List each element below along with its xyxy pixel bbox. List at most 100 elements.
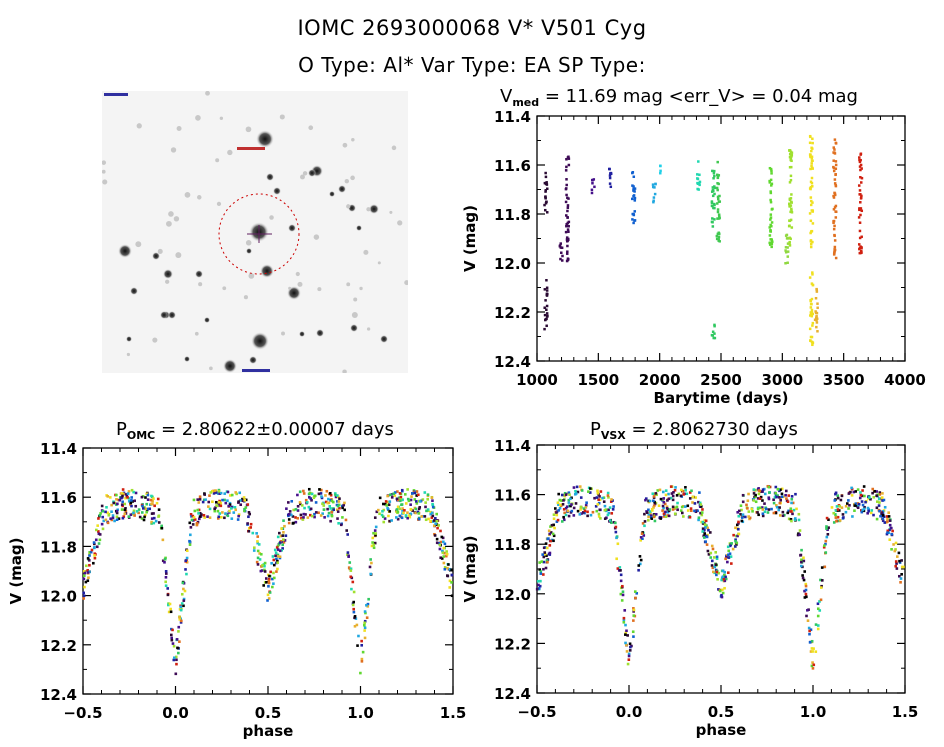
data-point [892,543,895,546]
data-point [877,497,881,501]
data-point [860,500,864,503]
data-point [615,557,618,561]
data-point [820,566,824,569]
data-point [833,248,836,251]
data-point [894,564,898,568]
data-point [307,487,311,491]
data-point [545,278,548,282]
data-point [786,246,789,249]
data-point [539,572,543,575]
data-point [272,558,276,562]
series-seg12 [768,166,774,249]
data-point [716,160,719,164]
data-point [737,514,741,518]
data-point [631,630,635,634]
data-point [342,503,346,507]
data-point [386,500,389,504]
data-point [82,594,86,598]
data-point [356,644,359,647]
data-point [664,493,668,497]
data-point [174,672,178,676]
data-point [632,175,636,179]
data-point [412,489,416,492]
data-point [409,507,413,511]
data-point [198,495,202,498]
data-point [430,516,434,519]
data-point [712,176,715,180]
phase-points [82,487,454,676]
data-point [689,507,693,510]
data-point [881,513,885,517]
data-point [570,509,574,513]
faint-star [295,271,300,277]
data-point [882,515,886,519]
data-point [363,623,366,627]
data-point [235,492,238,496]
data-point [711,330,715,334]
data-point [832,521,836,524]
data-point [710,544,714,548]
data-point [319,514,323,517]
data-point [82,577,86,581]
data-point [667,514,671,518]
data-point [124,496,127,500]
data-point [563,511,566,515]
data-point [413,498,417,501]
data-point [716,176,720,180]
data-point [299,502,302,506]
data-point [545,286,549,290]
data-point [284,534,288,537]
data-point [810,340,814,344]
data-point [423,491,427,494]
data-point [620,599,624,602]
data-point [609,185,613,189]
data-point [367,597,370,601]
data-point [177,630,180,633]
data-point [303,506,306,510]
data-point [364,611,367,615]
data-point [834,513,837,516]
data-point [404,514,408,517]
data-point [860,510,864,514]
faint-star [366,207,371,212]
data-point [399,498,402,501]
data-point [150,520,153,524]
data-point [341,516,344,519]
data-point [649,512,652,515]
data-point [247,529,251,533]
data-point [822,545,826,549]
data-point [632,635,635,638]
data-point [798,529,802,532]
data-point [810,181,814,185]
data-point [880,496,884,499]
data-point [881,492,884,495]
data-point [761,508,765,511]
data-point [614,525,618,529]
data-point [576,509,580,513]
data-point [106,521,110,525]
data-point [170,633,173,637]
data-point [810,647,814,650]
data-point [627,654,631,658]
data-point [256,563,260,566]
data-point [574,502,578,505]
data-point [366,605,370,608]
data-point [415,494,418,497]
data-point [363,621,366,625]
data-point [635,592,639,595]
data-point [833,245,837,249]
data-point [537,583,540,587]
data-point [215,504,218,507]
data-point [296,504,300,508]
data-point [236,518,240,521]
data-point [83,574,86,577]
data-point [382,502,385,506]
data-point [820,584,823,588]
data-point [329,507,332,510]
data-point [115,515,119,519]
data-point [696,177,699,180]
data-point [247,515,250,519]
data-point [770,507,773,511]
data-point [859,193,862,196]
data-point [802,578,806,582]
